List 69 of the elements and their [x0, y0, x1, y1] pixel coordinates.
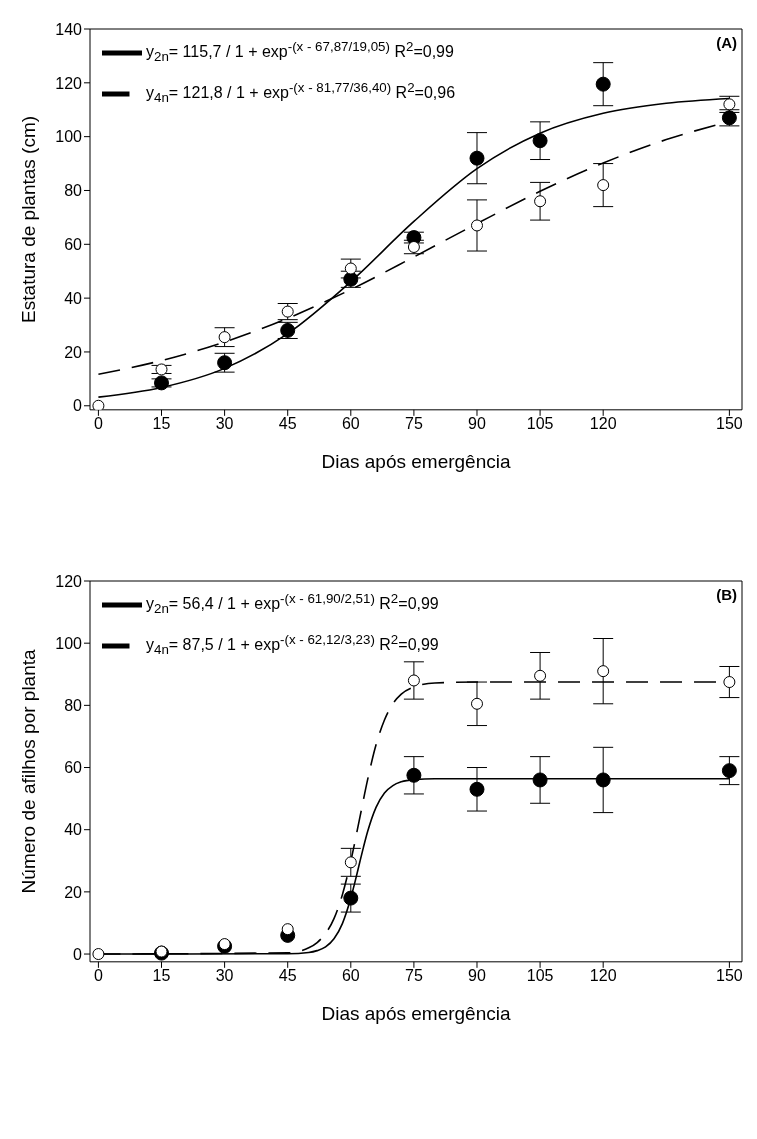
x-tick-label: 45	[278, 967, 297, 985]
x-tick-label: 120	[589, 967, 617, 985]
x-tick-label: 150	[716, 415, 743, 433]
y-tick-label: 0	[73, 397, 83, 415]
y-tick-label: 120	[55, 74, 83, 92]
point	[470, 219, 483, 232]
x-axis-title: Dias após emergência	[321, 1002, 511, 1024]
point	[92, 948, 105, 961]
point	[595, 76, 611, 92]
y-tick-label: 80	[64, 182, 83, 200]
x-tick-label: 30	[215, 415, 234, 433]
point	[469, 150, 485, 166]
y-tick-label: 60	[64, 759, 83, 777]
legend-label: y$_{4n}$= 87,5 / 1 + exp$^{-(x - 62,12/3,23)}$ R$^{2}$=0,99	[146, 632, 439, 658]
point	[344, 856, 357, 869]
x-tick-label: 75	[405, 967, 423, 985]
x-tick-label: 0	[93, 415, 103, 433]
point	[155, 363, 168, 376]
annotation: (A)	[716, 34, 737, 51]
point	[344, 262, 357, 275]
x-tick-label: 105	[526, 967, 554, 985]
point	[723, 676, 736, 689]
x-tick-label: 75	[405, 415, 423, 433]
y-tick-label: 40	[64, 289, 83, 307]
x-tick-label: 60	[341, 967, 360, 985]
legend-label: y$_{2n}$= 56,4 / 1 + exp$^{-(x - 61,90/2,51)}$ R$^{2}$=0,99	[146, 591, 439, 617]
x-tick-label: 60	[341, 415, 360, 433]
point	[597, 179, 610, 192]
point	[534, 669, 547, 682]
y-tick-label: 80	[64, 697, 83, 715]
point	[597, 665, 610, 678]
y-tick-label: 100	[55, 634, 83, 652]
point	[534, 195, 547, 208]
x-tick-label: 105	[526, 415, 554, 433]
y-tick-label: 0	[73, 945, 83, 963]
x-tick-label: 120	[589, 415, 617, 433]
y-axis-title: Número de afilhos por planta	[17, 648, 39, 894]
point	[218, 331, 231, 344]
annotation: (B)	[716, 586, 737, 603]
legend-label: y$_{4n}$= 121,8 / 1 + exp$^{-(x - 81,77/36,40)}$ R$^{2}$=0,96	[146, 80, 456, 106]
x-axis-title: Dias após emergência	[321, 450, 511, 472]
point	[469, 781, 485, 797]
y-axis-title: Estatura de plantas (cm)	[17, 115, 39, 323]
x-tick-label: 90	[468, 967, 486, 985]
point	[721, 763, 737, 779]
x-tick-label: 150	[716, 967, 743, 985]
point	[532, 772, 548, 788]
legend-label: y$_{2n}$= 115,7 / 1 + exp$^{-(x - 67,87/19,05)}$ R$^{2}$=0,99	[146, 39, 454, 65]
point	[470, 697, 483, 710]
y-tick-label: 60	[64, 235, 83, 253]
y-tick-label: 40	[64, 821, 83, 839]
point	[595, 772, 611, 788]
y-tick-label: 20	[64, 343, 83, 361]
y-tick-label: 100	[55, 128, 83, 146]
y-tick-label: 120	[55, 572, 83, 590]
point	[532, 133, 548, 149]
y-tick-label: 140	[55, 20, 83, 38]
y-tick-label: 20	[64, 883, 83, 901]
point	[407, 240, 420, 253]
x-tick-label: 0	[93, 967, 103, 985]
x-tick-label: 15	[152, 967, 171, 985]
x-tick-label: 45	[278, 415, 297, 433]
point	[407, 674, 420, 687]
x-tick-label: 15	[152, 415, 171, 433]
point	[343, 890, 359, 906]
point	[281, 923, 294, 936]
x-tick-label: 90	[468, 415, 486, 433]
x-tick-label: 30	[215, 967, 234, 985]
point	[406, 767, 422, 783]
